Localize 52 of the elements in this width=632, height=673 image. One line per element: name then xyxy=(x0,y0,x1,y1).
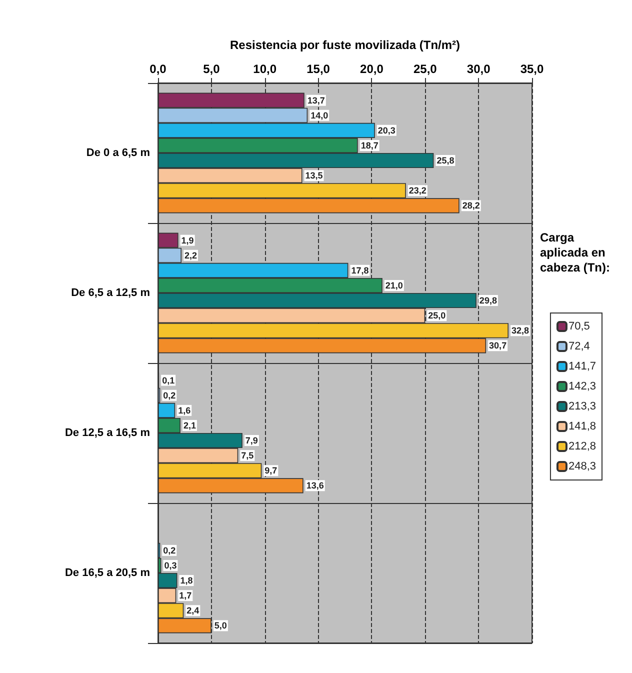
data-label: 17,8 xyxy=(351,265,369,276)
x-tick-label: 15,0 xyxy=(306,62,330,76)
data-label: 13,5 xyxy=(305,170,323,181)
x-tick-label: 10,0 xyxy=(253,62,277,76)
x-tick-label: 20,0 xyxy=(360,62,384,76)
legend-label: 212,8 xyxy=(568,440,596,452)
data-label: 28,2 xyxy=(462,200,480,211)
legend-label: 141,8 xyxy=(568,420,596,432)
data-label: 2,1 xyxy=(183,420,196,430)
data-label: 25,0 xyxy=(428,310,446,321)
data-label: 0,2 xyxy=(163,390,176,400)
x-axis-title: Resistencia por fuste movilizada (Tn/m²) xyxy=(230,38,460,52)
data-label: 23,2 xyxy=(408,186,426,196)
data-label: 7,5 xyxy=(241,450,254,461)
data-label: 29,8 xyxy=(479,296,497,306)
data-label: 1,7 xyxy=(179,590,192,601)
x-tick-label: 5,0 xyxy=(203,62,220,76)
x-tick-label: 30,0 xyxy=(466,62,491,76)
data-label: 0,1 xyxy=(162,375,175,386)
data-label: 1,9 xyxy=(181,235,194,246)
data-label: 0,2 xyxy=(163,545,176,556)
x-tick-label: 0,0 xyxy=(150,62,167,76)
data-label: 32,8 xyxy=(511,326,530,336)
data-label: 18,7 xyxy=(360,140,378,150)
data-label: 9,7 xyxy=(264,466,278,476)
legend-label: 70,5 xyxy=(568,320,590,332)
x-tick-label: 25,0 xyxy=(413,62,438,76)
y-tick-label: De 16,5 a 20,5 m xyxy=(64,567,150,579)
legend-label: 213,3 xyxy=(568,400,596,412)
data-label: 14,0 xyxy=(310,110,328,120)
data-label: 5,0 xyxy=(214,620,227,631)
legend-label: 142,3 xyxy=(568,380,596,392)
data-label: 13,7 xyxy=(307,95,325,106)
data-label: 1,6 xyxy=(178,405,191,416)
data-label: 2,2 xyxy=(184,250,198,260)
x-tick-label: 35,0 xyxy=(520,62,544,76)
legend-label: 248,3 xyxy=(568,460,596,472)
data-label: 7,9 xyxy=(245,436,258,446)
y-tick-label: De 0 a 6,5 m xyxy=(86,147,150,159)
data-label: 0,3 xyxy=(164,560,177,570)
data-label: 21,0 xyxy=(385,280,403,290)
legend-title: Carga aplicada en cabeza (Tn): xyxy=(540,230,610,274)
legend-label: 141,7 xyxy=(568,360,596,372)
y-tick-label: De 12,5 a 16,5 m xyxy=(64,427,150,439)
data-label: 2,4 xyxy=(186,606,200,616)
data-label: 20,3 xyxy=(378,125,396,136)
data-label: 25,8 xyxy=(436,156,454,166)
y-tick-label: De 6,5 a 12,5 m xyxy=(71,287,150,299)
data-label: 1,8 xyxy=(180,576,193,586)
data-label: 13,6 xyxy=(306,480,324,491)
data-label: 30,7 xyxy=(489,340,507,351)
legend-label: 72,4 xyxy=(568,340,590,352)
